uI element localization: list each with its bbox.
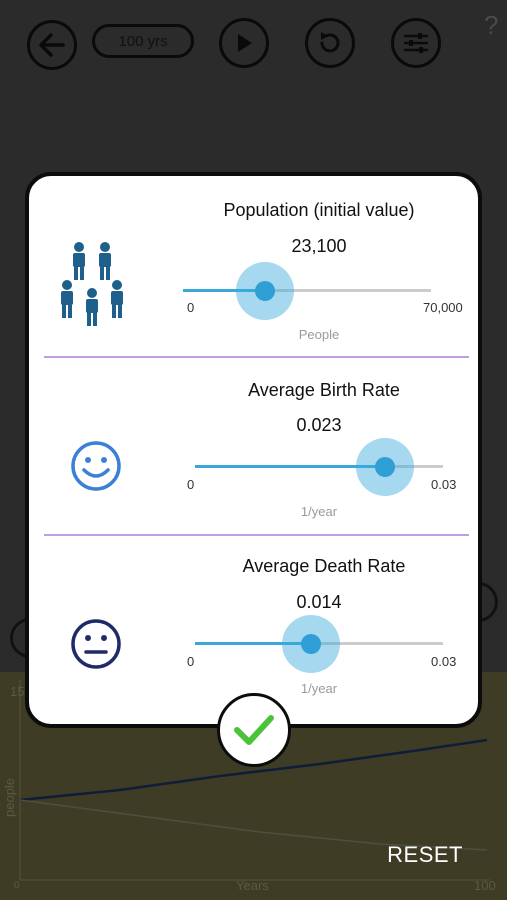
parameters-dialog: Population (initial value) 23,100 0 70,0… [25,172,482,728]
arrow-left-icon [36,29,68,61]
birth-rate-section: Average Birth Rate 0.023 0 0.03 1/year [29,358,478,534]
death-rate-slider-knob[interactable] [301,634,321,654]
death-rate-slider[interactable] [29,615,478,671]
birth-rate-unit: 1/year [269,504,369,519]
birth-rate-max-label: 0.03 [431,477,456,492]
help-button[interactable]: ? [484,10,498,41]
replay-icon [316,29,344,57]
population-min-label: 0 [187,300,194,315]
checkmark-icon [232,712,276,748]
y-axis-top-label: 15 [10,684,24,699]
x-axis-label: Years [236,878,269,893]
duration-selector[interactable]: 100 yrs [92,24,194,58]
sliders-icon [401,30,431,56]
population-slider-knob[interactable] [255,281,275,301]
death-rate-max-label: 0.03 [431,654,456,669]
population-title: Population (initial value) [174,200,464,221]
death-rate-unit: 1/year [269,681,369,696]
birth-rate-slider[interactable] [29,438,478,494]
population-max-label: 70,000 [423,300,463,315]
play-button[interactable] [219,18,269,68]
birth-rate-slider-knob[interactable] [375,457,395,477]
population-slider[interactable] [29,262,478,318]
back-button[interactable] [27,20,77,70]
toolbar: 100 yrs ? [0,0,507,90]
x-axis-start-label: 0 [14,880,20,891]
confirm-button[interactable] [217,693,291,767]
settings-button[interactable] [391,18,441,68]
reset-button[interactable]: RESET [387,842,463,868]
population-section: Population (initial value) 23,100 0 70,0… [29,176,478,358]
y-axis-label: people [2,778,17,817]
birth-rate-min-label: 0 [187,477,194,492]
replay-button[interactable] [305,18,355,68]
death-rate-title: Average Death Rate [204,556,444,577]
x-axis-end-label: 100 [474,878,496,893]
play-icon [232,31,256,55]
death-rate-value: 0.014 [244,592,394,613]
birth-rate-title: Average Birth Rate [204,380,444,401]
death-rate-min-label: 0 [187,654,194,669]
birth-rate-value: 0.023 [244,415,394,436]
duration-label: 100 yrs [118,33,167,50]
population-value: 23,100 [244,236,394,257]
population-unit: People [269,327,369,342]
